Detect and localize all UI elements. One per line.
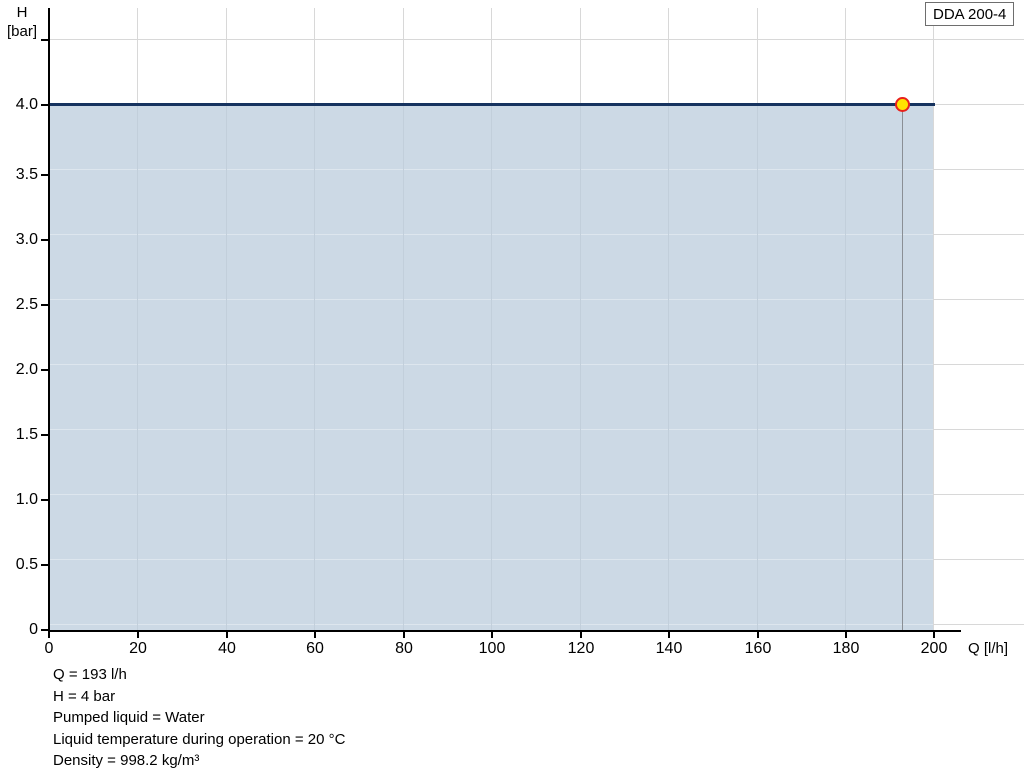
- caption-line-density: Density = 998.2 kg/m³: [53, 752, 200, 769]
- y-axis-tick-label: 1.5: [15, 426, 38, 443]
- operating-conditions-caption: Q = 193 l/h H = 4 bar Pumped liquid = Wa…: [53, 664, 345, 772]
- caption-line-head: H = 4 bar: [53, 687, 116, 705]
- y-axis-tick: [41, 499, 49, 501]
- caption-line-liquid-temperature: Liquid temperature during operation = 20…: [53, 730, 346, 748]
- x-axis-tick: [580, 631, 582, 638]
- x-axis-title: Q [l/h]: [968, 640, 1009, 657]
- y-axis-tick-label: 0.5: [15, 556, 38, 573]
- y-axis-tick: [41, 434, 49, 436]
- performance-curve-line: [49, 103, 935, 106]
- y-axis-tick: [41, 564, 49, 566]
- x-axis-tick: [933, 631, 935, 638]
- y-axis-tick: [41, 239, 49, 241]
- duty-point-marker[interactable]: [895, 97, 910, 112]
- x-axis-tick: [757, 631, 759, 638]
- y-axis-tick: [41, 629, 49, 631]
- y-axis-tick: [41, 104, 49, 106]
- x-axis-tick: [314, 631, 316, 638]
- x-axis-tick: [226, 631, 228, 638]
- x-axis-tick-label: 60: [306, 640, 324, 657]
- x-axis-tick-label: 160: [744, 640, 772, 657]
- gridline-vertical: [933, 8, 934, 630]
- fill-gridline-vertical: [137, 104, 138, 630]
- y-axis-tick-label: 1.0: [15, 491, 38, 508]
- fill-gridline-vertical: [757, 104, 758, 630]
- fill-gridline-vertical: [403, 104, 404, 630]
- x-axis-tick-label: 0: [44, 640, 54, 657]
- caption-line-pumped-liquid: Pumped liquid = Water: [53, 709, 205, 726]
- y-axis-tick: [41, 174, 49, 176]
- x-axis-tick-label: 100: [478, 640, 506, 657]
- x-axis-tick-label: 140: [655, 640, 683, 657]
- x-axis-tick-label: 20: [129, 640, 147, 657]
- x-axis-tick-label: 120: [567, 640, 595, 657]
- y-axis-title-unit: [bar]: [6, 23, 37, 40]
- fill-gridline-vertical: [314, 104, 315, 630]
- fill-gridline-vertical: [668, 104, 669, 630]
- y-axis-tick: [41, 304, 49, 306]
- x-axis-tick: [403, 631, 405, 638]
- x-axis-tick-label: 200: [920, 640, 948, 657]
- plot-area: [49, 8, 1024, 630]
- y-axis-tick-label: 3.5: [15, 166, 38, 183]
- y-axis-tick-label: 4.0: [15, 96, 38, 113]
- y-axis-tick: [41, 39, 49, 41]
- x-axis-tick-label: 40: [218, 640, 236, 657]
- duty-point-indicator-line: [902, 104, 903, 630]
- gridline-horizontal: [49, 39, 1024, 40]
- y-axis-tick: [41, 369, 49, 371]
- x-axis-tick: [491, 631, 493, 638]
- curve-area-fill: [49, 104, 933, 630]
- fill-gridline-vertical: [226, 104, 227, 630]
- x-axis-tick-label: 180: [832, 640, 860, 657]
- fill-gridline-vertical: [491, 104, 492, 630]
- y-axis-tick-label: 2.0: [15, 361, 38, 378]
- fill-gridline-vertical: [580, 104, 581, 630]
- legend-box[interactable]: DDA 200-4: [925, 2, 1015, 26]
- x-axis-tick: [668, 631, 670, 638]
- y-axis-tick-label: 2.5: [15, 296, 38, 313]
- x-axis-tick: [137, 631, 139, 638]
- y-axis-title-symbol: H: [16, 4, 28, 21]
- fill-gridline-vertical: [845, 104, 846, 630]
- x-axis-line: [48, 630, 961, 632]
- x-axis-tick: [48, 631, 50, 638]
- y-axis-tick-label: 0: [29, 621, 38, 638]
- legend-label: DDA 200-4: [933, 5, 1007, 23]
- y-axis-tick-label: 3.0: [15, 231, 38, 248]
- x-axis-tick-label: 80: [395, 640, 413, 657]
- caption-line-flow: Q = 193 l/h: [53, 666, 127, 683]
- y-axis-title: H [bar]: [0, 3, 44, 41]
- x-axis-tick: [845, 631, 847, 638]
- y-axis-line: [48, 8, 50, 631]
